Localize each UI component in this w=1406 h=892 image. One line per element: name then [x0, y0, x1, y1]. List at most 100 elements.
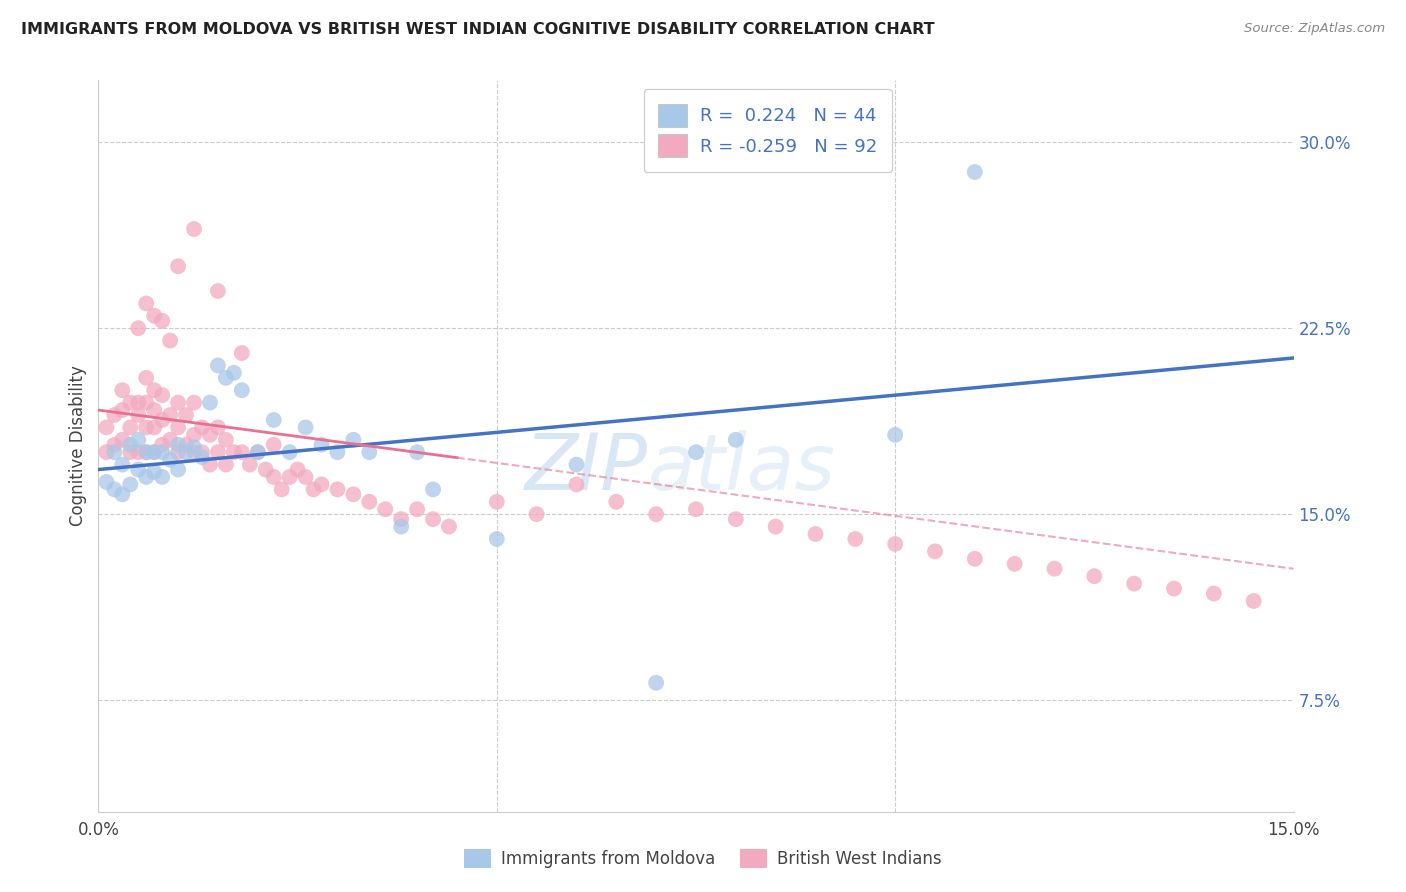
Point	[96, 445, 118, 459]
Point	[207, 420, 229, 434]
Point	[183, 395, 205, 409]
Point	[174, 445, 197, 459]
Point	[1123, 576, 1146, 591]
Point	[183, 222, 205, 236]
Point	[963, 165, 986, 179]
Point	[167, 445, 190, 459]
Point	[342, 433, 364, 447]
Point	[103, 408, 125, 422]
Point	[1083, 569, 1105, 583]
Point	[120, 477, 142, 491]
Point	[342, 487, 364, 501]
Legend: Immigrants from Moldova, British West Indians: Immigrants from Moldova, British West In…	[458, 842, 948, 875]
Text: IMMIGRANTS FROM MOLDOVA VS BRITISH WEST INDIAN COGNITIVE DISABILITY CORRELATION : IMMIGRANTS FROM MOLDOVA VS BRITISH WEST …	[21, 22, 935, 37]
Point	[359, 445, 381, 459]
Point	[437, 519, 460, 533]
Point	[143, 445, 166, 459]
Point	[884, 427, 907, 442]
Point	[246, 445, 269, 459]
Point	[127, 445, 149, 459]
Point	[96, 475, 118, 489]
Point	[263, 413, 285, 427]
Text: ZIP: ZIP	[526, 430, 648, 506]
Point	[143, 420, 166, 434]
Point	[565, 477, 588, 491]
Point	[963, 551, 986, 566]
Point	[231, 445, 253, 459]
Point	[924, 544, 946, 558]
Point	[422, 483, 444, 497]
Point	[239, 458, 262, 472]
Text: Source: ZipAtlas.com: Source: ZipAtlas.com	[1244, 22, 1385, 36]
Point	[287, 462, 309, 476]
Point	[198, 427, 221, 442]
Point	[150, 438, 173, 452]
Point	[246, 445, 269, 459]
Point	[231, 346, 253, 360]
Point	[389, 512, 412, 526]
Point	[120, 395, 142, 409]
Point	[215, 371, 238, 385]
Point	[1043, 562, 1066, 576]
Point	[150, 388, 173, 402]
Point	[174, 438, 197, 452]
Point	[198, 395, 221, 409]
Point	[1243, 594, 1265, 608]
Point	[311, 438, 333, 452]
Point	[150, 445, 173, 459]
Point	[143, 309, 166, 323]
Point	[422, 512, 444, 526]
Legend: R =  0.224   N = 44, R = -0.259   N = 92: R = 0.224 N = 44, R = -0.259 N = 92	[644, 89, 891, 172]
Point	[159, 452, 181, 467]
Point	[207, 359, 229, 373]
Point	[135, 445, 157, 459]
Point	[263, 470, 285, 484]
Point	[884, 537, 907, 551]
Point	[311, 477, 333, 491]
Point	[143, 465, 166, 479]
Point	[143, 403, 166, 417]
Point	[294, 420, 316, 434]
Point	[645, 507, 668, 521]
Point	[183, 427, 205, 442]
Point	[191, 420, 214, 434]
Point	[724, 433, 747, 447]
Point	[167, 462, 190, 476]
Point	[406, 502, 429, 516]
Point	[150, 413, 173, 427]
Point	[765, 519, 787, 533]
Point	[127, 408, 149, 422]
Point	[111, 458, 134, 472]
Point	[198, 458, 221, 472]
Point	[222, 445, 245, 459]
Point	[270, 483, 292, 497]
Point	[159, 433, 181, 447]
Point	[485, 495, 508, 509]
Point	[159, 334, 181, 348]
Point	[724, 512, 747, 526]
Point	[135, 296, 157, 310]
Point	[215, 458, 238, 472]
Point	[120, 445, 142, 459]
Point	[127, 321, 149, 335]
Point	[278, 445, 301, 459]
Point	[143, 383, 166, 397]
Point	[103, 483, 125, 497]
Point	[1163, 582, 1185, 596]
Point	[174, 408, 197, 422]
Point	[263, 438, 285, 452]
Point	[96, 420, 118, 434]
Point	[1202, 586, 1225, 600]
Point	[406, 445, 429, 459]
Point	[167, 259, 190, 273]
Point	[207, 284, 229, 298]
Point	[222, 366, 245, 380]
Point	[135, 420, 157, 434]
Point	[167, 395, 190, 409]
Point	[135, 371, 157, 385]
Point	[120, 438, 142, 452]
Point	[111, 433, 134, 447]
Point	[302, 483, 325, 497]
Point	[1004, 557, 1026, 571]
Point	[565, 458, 588, 472]
